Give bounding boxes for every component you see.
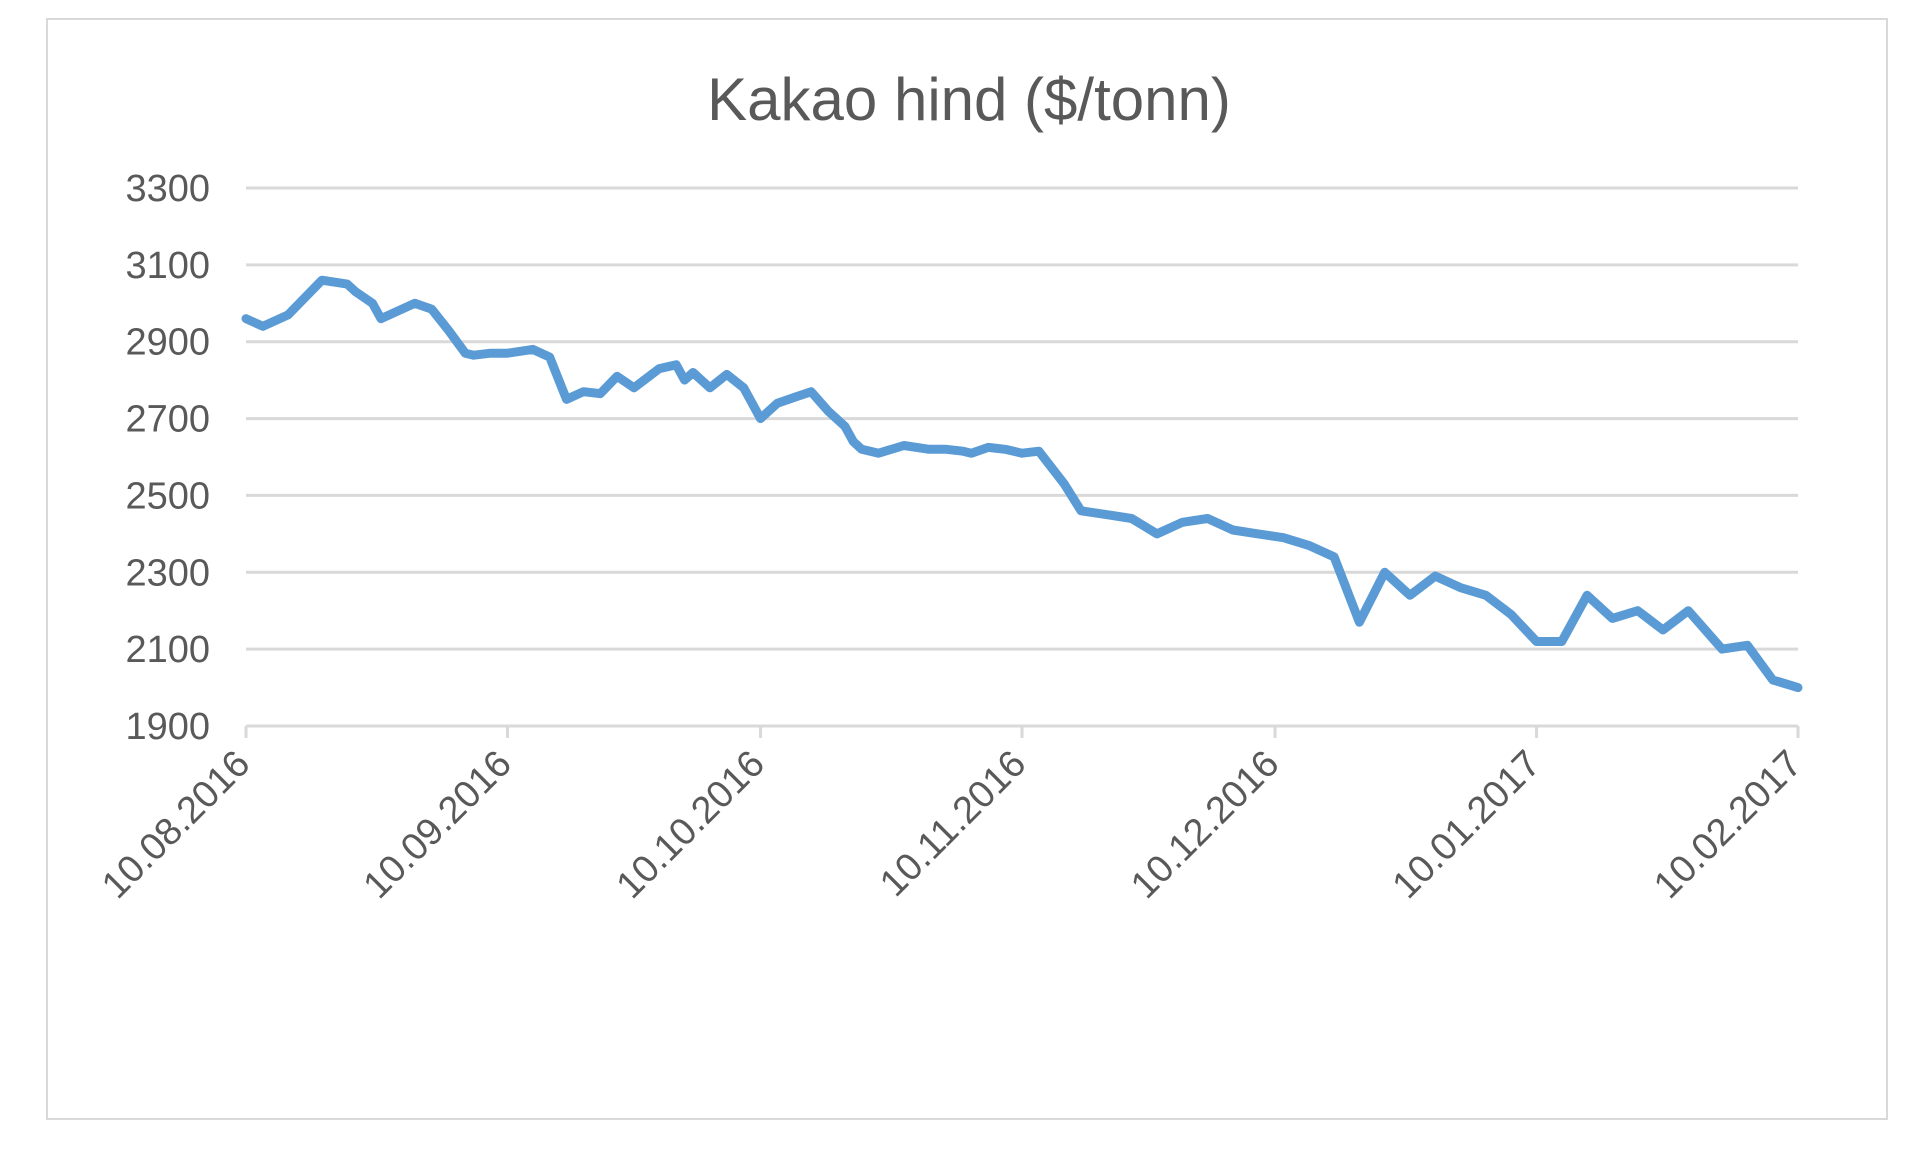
x-tick-label: 10.10.2016 [609, 743, 773, 907]
chart-svg: Kakao hind ($/tonn) 1900 2100 2300 2500 2700… [94, 66, 1810, 907]
y-tick-label: 3300 [125, 168, 210, 210]
chart-container: Kakao hind ($/tonn) 1900 2100 2300 2500 2700… [46, 18, 1888, 1120]
y-axis-labels: 1900 2100 2300 2500 2700 2900 3100 3300 [125, 168, 210, 748]
series-line [241, 275, 1803, 693]
x-axis [244, 724, 1800, 738]
series-layer [241, 275, 1803, 693]
gridlines [246, 186, 1798, 651]
x-tick-label: 10.11.2016 [872, 743, 1034, 905]
y-tick-label: 2300 [125, 552, 210, 594]
chart-title: Kakao hind ($/tonn) [707, 66, 1231, 133]
x-tick-label: 10.08.2016 [94, 743, 258, 907]
y-tick-label: 2500 [125, 475, 210, 517]
y-tick-label: 2100 [125, 629, 210, 671]
x-tick-label: 10.09.2016 [356, 743, 520, 907]
x-tick-label: 10.02.2017 [1646, 743, 1810, 907]
y-tick-label: 2900 [125, 322, 210, 364]
x-tick-label: 10.01.2017 [1385, 743, 1549, 907]
x-axis-labels: 10.08.2016 10.09.2016 10.10.2016 10.11.2016… [94, 743, 1810, 907]
y-tick-label: 1900 [125, 706, 210, 748]
y-tick-label: 3100 [125, 245, 210, 287]
y-tick-label: 2700 [125, 399, 210, 441]
x-tick-label: 10.12.2016 [1123, 743, 1287, 907]
